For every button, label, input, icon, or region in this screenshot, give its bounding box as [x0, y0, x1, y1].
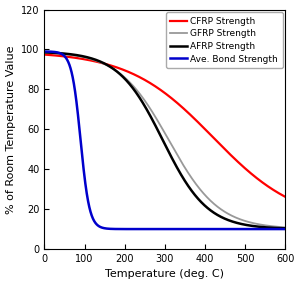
- GFRP Strength: [276, 225, 280, 229]
- CFRP Strength: [276, 191, 280, 195]
- Line: CFRP Strength: CFRP Strength: [44, 55, 285, 197]
- AFRP Strength: [232, 220, 236, 224]
- Line: GFRP Strength: GFRP Strength: [44, 53, 285, 227]
- CFRP Strength: [160, 89, 164, 92]
- GFRP Strength: [55, 52, 58, 55]
- CFRP Strength: [43, 53, 46, 56]
- CFRP Strength: [55, 54, 58, 57]
- Line: Ave. Bond Strength: Ave. Bond Strength: [44, 52, 285, 229]
- Ave. Bond Strength: [153, 227, 157, 231]
- CFRP Strength: [232, 156, 236, 160]
- GFRP Strength: [160, 126, 164, 129]
- Ave. Bond Strength: [277, 227, 280, 231]
- Ave. Bond Strength: [55, 51, 58, 54]
- GFRP Strength: [153, 115, 157, 118]
- Ave. Bond Strength: [253, 227, 257, 231]
- X-axis label: Temperature (deg. C): Temperature (deg. C): [105, 269, 224, 280]
- Ave. Bond Strength: [43, 50, 46, 53]
- Ave. Bond Strength: [232, 227, 236, 231]
- CFRP Strength: [284, 195, 287, 199]
- Ave. Bond Strength: [284, 227, 287, 231]
- AFRP Strength: [277, 226, 280, 230]
- GFRP Strength: [277, 225, 280, 229]
- Legend: CFRP Strength, GFRP Strength, AFRP Strength, Ave. Bond Strength: CFRP Strength, GFRP Strength, AFRP Stren…: [166, 12, 283, 68]
- AFRP Strength: [55, 51, 58, 55]
- AFRP Strength: [284, 227, 287, 230]
- Line: AFRP Strength: AFRP Strength: [44, 52, 285, 228]
- Ave. Bond Strength: [160, 227, 164, 231]
- CFRP Strength: [153, 85, 157, 88]
- CFRP Strength: [277, 191, 280, 195]
- Ave. Bond Strength: [277, 227, 280, 231]
- GFRP Strength: [43, 51, 46, 54]
- AFRP Strength: [160, 136, 164, 139]
- Y-axis label: % of Room Temperature Value: % of Room Temperature Value: [6, 45, 16, 213]
- GFRP Strength: [232, 215, 236, 219]
- AFRP Strength: [276, 226, 280, 230]
- AFRP Strength: [153, 123, 157, 127]
- AFRP Strength: [43, 51, 46, 54]
- GFRP Strength: [284, 226, 287, 229]
